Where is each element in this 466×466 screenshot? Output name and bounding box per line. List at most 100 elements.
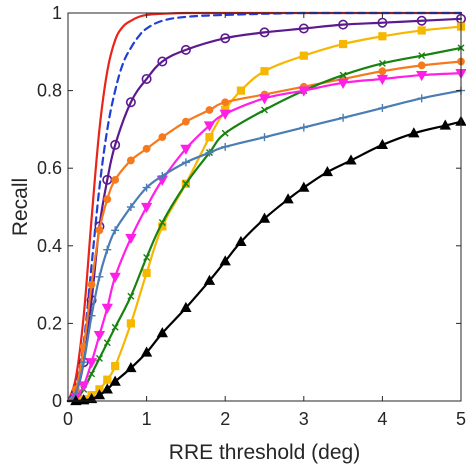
data-point-marker [376,138,389,150]
data-point-marker [127,292,135,300]
y-tick-label: 0.2 [37,313,62,333]
data-point-marker [236,86,246,95]
data-point-marker [417,61,426,70]
data-point-marker [203,121,216,132]
data-point-marker [339,39,348,49]
data-point-marker [220,33,231,44]
data-point-marker [321,166,334,177]
data-point-marker [416,70,428,82]
data-point-marker [103,339,111,347]
y-tick-label: 0.6 [37,158,62,178]
data-point-marker [378,104,387,113]
data-point-marker [140,202,153,214]
data-point-marker [345,154,357,165]
data-point-marker [221,142,230,151]
data-point-marker [142,144,151,153]
data-point-marker [298,86,310,97]
data-point-marker [205,106,214,114]
y-tick-label: 0.4 [37,236,62,256]
data-point-marker [205,133,214,142]
data-point-marker [125,97,136,108]
data-point-marker [203,274,216,285]
data-point-marker [126,319,135,328]
data-point-marker [205,148,214,157]
data-point-marker [417,94,426,103]
data-point-marker [338,19,349,30]
data-point-marker [378,59,386,67]
data-point-marker [181,158,190,167]
data-point-marker [180,44,191,55]
data-point-marker [111,323,119,331]
data-point-marker [125,233,137,245]
series-2 [66,11,463,403]
data-point-marker [219,255,231,266]
series-line [66,11,463,403]
data-point-marker [156,327,168,338]
data-point-marker [219,109,231,120]
data-point-marker [337,78,349,89]
data-point-marker [298,23,309,34]
series-8 [66,86,465,403]
data-point-marker [260,133,269,142]
data-point-marker [235,235,247,247]
data-point-marker [95,226,104,235]
data-point-marker [158,171,167,180]
data-point-marker [258,94,271,105]
y-tick-label: 0 [52,391,62,411]
x-axis-title: RRE threshold (deg) [169,441,360,464]
data-point-marker [258,212,271,223]
data-point-marker [103,195,112,204]
data-point-marker [378,67,387,76]
data-point-marker [376,74,389,85]
data-point-marker [157,56,168,67]
data-point-marker [260,67,269,76]
data-point-marker [299,51,308,60]
data-point-marker [142,268,151,278]
data-point-marker [126,203,135,211]
x-tick-label: 1 [142,409,152,429]
data-point-marker [416,15,427,26]
data-point-marker [111,226,120,235]
data-point-marker [180,144,192,155]
data-point-marker [109,272,121,283]
data-point-marker [78,394,90,405]
data-point-marker [87,280,96,289]
data-point-marker [339,113,348,122]
y-tick-label: 0.8 [37,81,62,101]
data-point-marker [259,27,270,38]
data-point-marker [95,354,103,362]
data-point-marker [158,133,167,142]
data-point-marker [111,175,120,184]
data-point-marker [417,26,426,35]
data-point-marker [182,117,190,126]
data-point-marker [221,98,230,107]
x-tick-label: 4 [377,409,387,429]
data-point-marker [78,381,90,392]
plot-area [66,11,466,406]
data-point-marker [126,156,135,165]
data-point-marker [95,272,104,281]
data-point-marker [109,375,121,386]
y-tick-label: 1 [52,3,62,23]
data-point-marker [221,129,229,137]
data-point-marker [182,180,190,188]
data-point-marker [87,311,96,320]
data-point-marker [158,219,166,227]
data-point-marker [93,389,106,400]
data-point-marker [339,71,347,79]
data-point-marker [141,73,152,84]
data-point-marker [125,361,137,373]
data-point-marker [299,123,308,132]
data-point-marker [180,301,192,312]
data-point-marker [143,253,151,261]
data-point-marker [86,295,97,306]
data-point-marker [142,183,151,192]
data-point-marker [261,106,268,114]
data-point-marker [70,394,82,406]
data-point-marker [408,127,420,138]
data-point-marker [140,346,153,357]
axes-frame [67,12,462,402]
data-point-marker [110,139,121,150]
x-tick-label: 0 [63,409,73,429]
data-point-marker [377,17,388,28]
